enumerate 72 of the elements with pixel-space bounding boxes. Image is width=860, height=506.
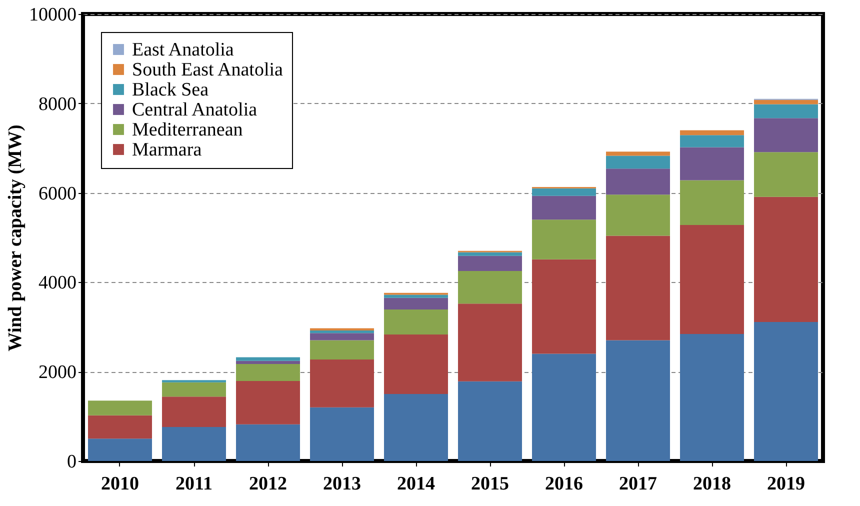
bar [162, 396, 226, 428]
bar [236, 380, 300, 424]
bar [532, 188, 596, 196]
bar [162, 382, 226, 397]
bar [606, 236, 670, 340]
x-tick-label: 2011 [176, 474, 212, 494]
bar [310, 407, 374, 461]
y-axis-title: Wind power capacity (MW) [5, 124, 26, 352]
bar [680, 130, 744, 136]
bar [754, 196, 818, 322]
bar [88, 438, 152, 461]
legend-label: Marmara [132, 140, 202, 160]
x-tick-label: 2016 [545, 474, 583, 494]
bar [236, 360, 300, 364]
bar [310, 340, 374, 360]
y-tick-label: 8000 [38, 94, 76, 115]
bar [384, 394, 448, 461]
legend-label: East Anatolia [132, 40, 234, 60]
bar [236, 424, 300, 461]
x-tick-label: 2018 [693, 474, 731, 494]
bar [532, 259, 596, 354]
bar [606, 152, 670, 156]
x-tick-label: 2014 [397, 474, 436, 494]
legend-label: Mediterranean [132, 120, 244, 140]
x-tick-label: 2017 [619, 474, 658, 494]
x-tick-label: 2010 [101, 474, 139, 494]
y-tick-label: 4000 [38, 272, 76, 294]
bar [680, 334, 744, 461]
bar [384, 309, 448, 334]
bar [606, 340, 670, 461]
bar [88, 400, 152, 416]
x-tick-label: 2013 [323, 474, 361, 494]
bar [680, 224, 744, 334]
bar [236, 364, 300, 381]
x-tick-label: 2019 [767, 474, 805, 494]
bar [236, 357, 300, 361]
legend-label: Central Anatolia [132, 100, 258, 120]
legend-label: South East Anatolia [132, 60, 284, 80]
bar [310, 360, 374, 408]
bar [458, 256, 522, 272]
y-tick-label: 0 [67, 452, 76, 472]
y-tick-label: 2000 [38, 362, 76, 384]
y-tick-label: 6000 [38, 183, 76, 204]
bar [532, 220, 596, 260]
legend-label: Black Sea [132, 80, 210, 100]
bar [680, 180, 744, 225]
bar [458, 271, 522, 304]
bar [680, 147, 744, 180]
bar [162, 427, 226, 461]
bar [754, 118, 818, 152]
bar [754, 104, 818, 118]
bar [384, 294, 448, 298]
bar [754, 100, 818, 104]
bar [532, 354, 596, 461]
bar [384, 334, 448, 394]
x-tick-label: 2012 [249, 474, 287, 494]
bar [606, 168, 670, 195]
bar [384, 298, 448, 310]
x-tick-label: 2015 [471, 474, 509, 494]
bar [458, 381, 522, 461]
bar [606, 194, 670, 236]
bar [754, 152, 818, 197]
bar [680, 135, 744, 148]
y-tick-label: 10000 [29, 4, 76, 26]
bar [310, 330, 374, 334]
bar [458, 252, 522, 256]
bar [606, 156, 670, 169]
bar [88, 415, 152, 439]
bar [754, 322, 818, 461]
bar [458, 304, 522, 382]
bar [310, 333, 374, 340]
bar [532, 196, 596, 220]
